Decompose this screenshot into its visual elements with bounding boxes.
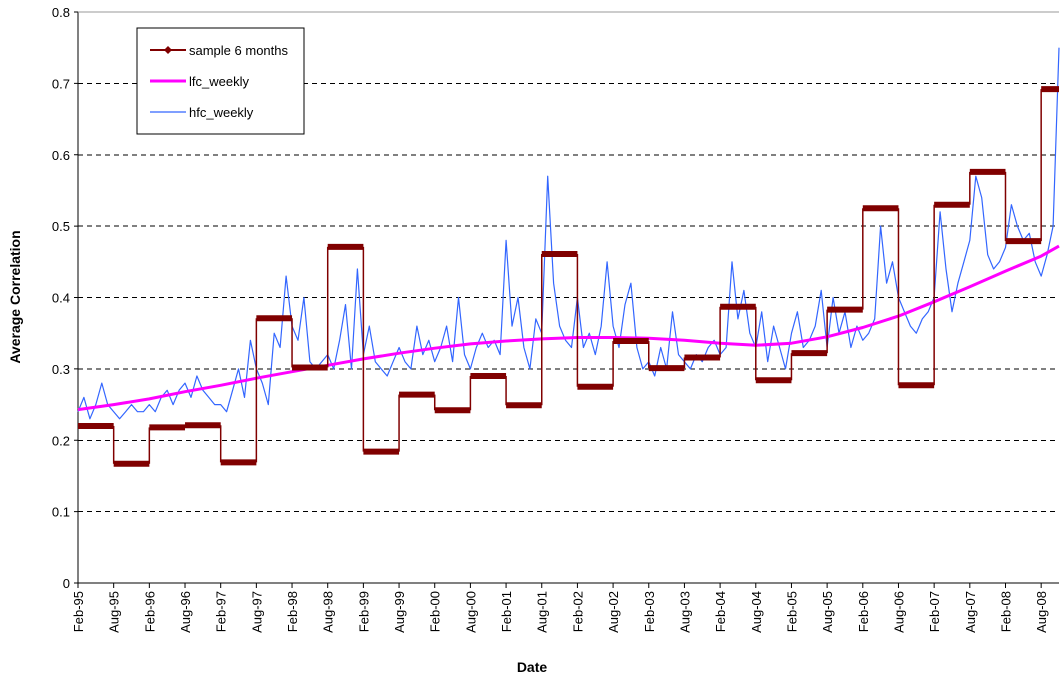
x-tick-label: Aug-01	[535, 591, 550, 633]
x-tick-label: Aug-05	[820, 591, 835, 633]
x-tick-label: Feb-01	[499, 591, 514, 632]
x-tick-label: Aug-95	[107, 591, 122, 633]
y-tick-label: 0.4	[52, 291, 70, 306]
legend-label: sample 6 months	[189, 43, 288, 58]
x-tick-label: Feb-99	[356, 591, 371, 632]
x-tick-label: Aug-02	[606, 591, 621, 633]
y-tick-label: 0.2	[52, 433, 70, 448]
x-tick-label: Feb-07	[927, 591, 942, 632]
x-tick-label: Feb-06	[856, 591, 871, 632]
x-tick-label: Aug-00	[463, 591, 478, 633]
x-axis-title: Date	[517, 659, 548, 675]
y-axis-title: Average Correlation	[7, 230, 23, 363]
x-tick-label: Feb-04	[713, 591, 728, 632]
y-tick-label: 0.1	[52, 505, 70, 520]
x-tick-label: Feb-08	[998, 591, 1013, 632]
y-tick-label: 0	[63, 576, 70, 591]
x-tick-label: Aug-04	[749, 591, 764, 633]
x-tick-label: Aug-03	[677, 591, 692, 633]
x-tick-label: Feb-02	[570, 591, 585, 632]
legend-label: hfc_weekly	[189, 105, 254, 120]
y-tick-label: 0.3	[52, 362, 70, 377]
x-tick-label: Aug-96	[178, 591, 193, 633]
legend-label: lfc_weekly	[189, 74, 249, 89]
legend-marker	[164, 46, 172, 54]
x-tick-label: Aug-98	[321, 591, 336, 633]
x-tick-label: Feb-96	[142, 591, 157, 632]
y-tick-label: 0.7	[52, 76, 70, 91]
x-tick-label: Feb-95	[71, 591, 86, 632]
x-tick-label: Aug-99	[392, 591, 407, 633]
y-tick-label: 0.5	[52, 219, 70, 234]
x-tick-label: Aug-07	[963, 591, 978, 633]
x-tick-label: Feb-97	[214, 591, 229, 632]
x-tick-label: Feb-00	[428, 591, 443, 632]
legend: sample 6 months lfc_weekly hfc_weekly	[136, 27, 305, 135]
x-tick-label: Feb-05	[784, 591, 799, 632]
x-tick-label: Aug-97	[249, 591, 264, 633]
series-line	[77, 47, 1060, 420]
y-tick-label: 0.8	[52, 5, 70, 20]
x-tick-label: Aug-08	[1034, 591, 1049, 633]
x-tick-label: Feb-03	[642, 591, 657, 632]
x-tick-label: Feb-98	[285, 591, 300, 632]
y-tick-label: 0.6	[52, 148, 70, 163]
x-tick-label: Aug-06	[891, 591, 906, 633]
